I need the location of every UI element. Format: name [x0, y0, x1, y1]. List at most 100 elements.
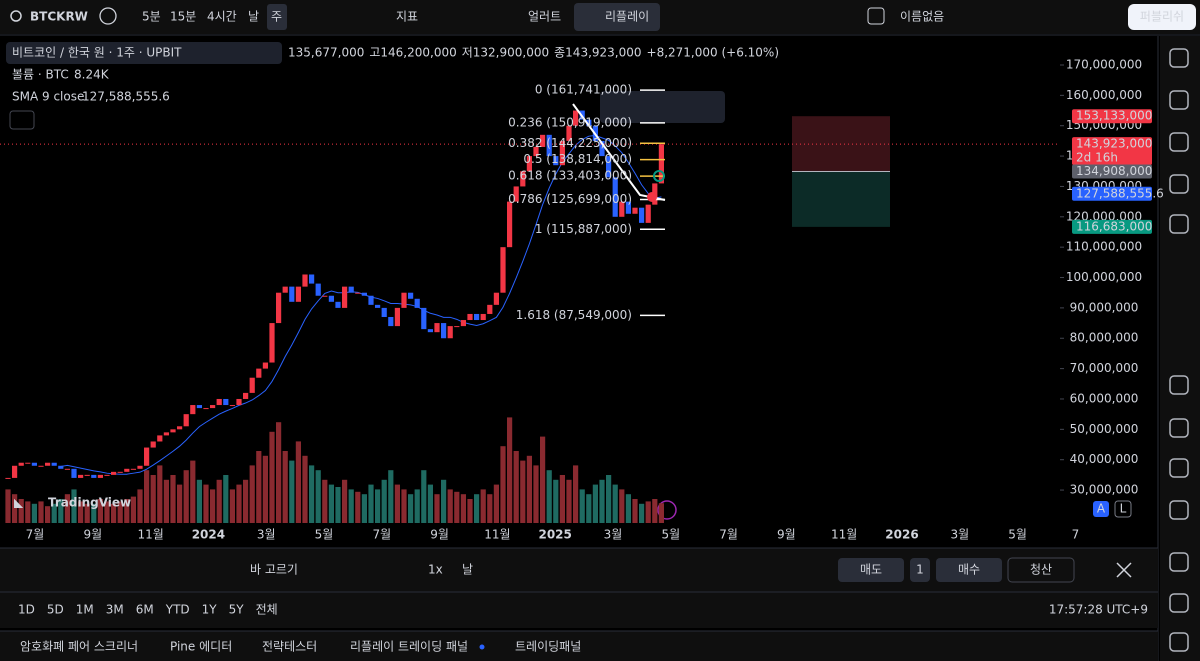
range-button[interactable]: 1Y — [202, 603, 218, 617]
fib-label: 1 (115,887,000) — [535, 222, 632, 236]
speed[interactable]: 1x — [428, 563, 443, 577]
close-button[interactable] — [1007, 557, 1075, 583]
replay-interval[interactable]: 날 — [462, 563, 473, 577]
range-button[interactable]: YTD — [165, 603, 190, 617]
range-button[interactable]: 6M — [136, 603, 154, 617]
bottom-tab[interactable]: 전략테스터 — [262, 640, 317, 654]
range-button[interactable]: 5Y — [229, 603, 245, 617]
replay-button[interactable]: 리플레이 — [605, 10, 649, 24]
candle — [38, 465, 44, 467]
x-tick-label: 5월 — [661, 528, 680, 542]
bottom-tab[interactable]: Pine 에디터 — [170, 640, 232, 654]
sidebar-icon[interactable] — [1169, 174, 1189, 194]
sidebar-icon[interactable] — [1169, 418, 1189, 438]
range-button[interactable]: 3M — [106, 603, 124, 617]
sidebar-icon[interactable] — [1169, 90, 1189, 110]
qty-box[interactable] — [910, 558, 930, 582]
volume-bar — [137, 489, 143, 523]
close-icon[interactable] — [1116, 562, 1132, 578]
range-button[interactable]: 1D — [18, 603, 35, 617]
layout-name[interactable]: 이름없음 — [900, 10, 944, 24]
sidebar-icon[interactable] — [1169, 375, 1189, 395]
range-button[interactable]: 1M — [76, 603, 94, 617]
bottom-tab[interactable]: 암호화폐 페어 스크리너 — [20, 640, 138, 654]
sell-button[interactable] — [838, 558, 904, 582]
candle — [130, 468, 136, 470]
sidebar-icon[interactable] — [1169, 552, 1189, 572]
trade-button[interactable]: 매수 — [958, 563, 980, 577]
log-scale[interactable] — [1114, 500, 1132, 518]
volume-bar — [5, 489, 11, 523]
candle — [177, 426, 183, 430]
candle — [467, 313, 473, 321]
y-tick-label: 160,000,000 — [1066, 88, 1142, 102]
fib-label: 0.618 (133,403,000) — [508, 169, 632, 183]
volume-bar — [104, 501, 110, 523]
interval[interactable]: 날 — [248, 10, 259, 24]
volume-bar — [421, 470, 427, 523]
legend-ohlc: 143,923,000 — [565, 46, 641, 60]
candle — [348, 286, 354, 293]
interval[interactable]: 주 — [271, 10, 282, 24]
volume-bar — [467, 499, 473, 523]
volume-bar — [196, 479, 202, 523]
candle — [639, 207, 645, 223]
auto-scale[interactable] — [1093, 501, 1109, 517]
scale-mode[interactable]: A — [1097, 502, 1106, 516]
search-icon[interactable] — [10, 10, 22, 22]
replay-active — [574, 3, 660, 31]
volume-bar — [157, 465, 163, 523]
sidebar-icon[interactable] — [1169, 48, 1189, 68]
symbol[interactable]: BTCKRW — [30, 10, 88, 24]
publish-label[interactable]: 퍼블리쉬 — [1140, 10, 1184, 24]
x-tick-label: 9월 — [430, 528, 449, 542]
candle — [394, 307, 400, 327]
candle — [533, 146, 539, 157]
scale-mode[interactable]: L — [1120, 502, 1127, 516]
range-button[interactable]: 5D — [47, 603, 64, 617]
trade-button[interactable]: 1 — [916, 563, 924, 577]
select-bar[interactable]: 바 고르기 — [250, 563, 298, 577]
volume-bar — [315, 470, 321, 523]
candle — [58, 465, 64, 469]
bottom-tab[interactable]: 트레이딩패널 — [515, 640, 581, 654]
trade-button[interactable]: 매도 — [860, 563, 882, 577]
flash-icon[interactable] — [657, 500, 677, 520]
buy-button[interactable] — [936, 558, 1002, 582]
bottom-tab[interactable]: 리플레이 트레이딩 패널 — [350, 640, 468, 654]
candle — [45, 462, 51, 466]
volume-bar — [520, 460, 526, 523]
collapse-button[interactable] — [9, 110, 35, 130]
sidebar-icon[interactable] — [1169, 632, 1189, 652]
volume-bar — [328, 484, 334, 523]
x-tick-label: 11월 — [484, 528, 510, 542]
trade-button[interactable]: 청산 — [1030, 563, 1052, 577]
checkbox[interactable] — [867, 7, 885, 25]
interval[interactable]: 5분 — [142, 10, 161, 24]
y-tick-label: 30,000,000 — [1070, 483, 1139, 497]
volume-bar — [216, 479, 222, 523]
sidebar-icon[interactable] — [1169, 214, 1189, 234]
price-tag — [1072, 186, 1152, 201]
volume-bar — [375, 489, 381, 523]
interval[interactable]: 15분 — [170, 10, 196, 24]
candle — [223, 398, 229, 406]
candle — [104, 474, 110, 476]
stop-zone — [792, 171, 890, 227]
candle — [5, 477, 11, 479]
volume-bar — [579, 489, 585, 523]
range-button[interactable]: 전체 — [256, 603, 278, 617]
interval[interactable]: 4시간 — [207, 10, 237, 24]
candle — [18, 462, 24, 466]
sidebar-icon[interactable] — [1169, 458, 1189, 478]
alerts-button[interactable]: 얼러트 — [528, 10, 561, 24]
sidebar-icon[interactable] — [1169, 500, 1189, 520]
indicators-button[interactable]: 지표 — [396, 10, 418, 24]
publish-button[interactable] — [1128, 4, 1196, 30]
candle — [322, 295, 328, 297]
sidebar-icon[interactable] — [1169, 132, 1189, 152]
sidebar-icon[interactable] — [1169, 593, 1189, 613]
candle — [111, 471, 117, 475]
volume-bar — [368, 484, 374, 523]
add-symbol[interactable] — [99, 7, 117, 25]
